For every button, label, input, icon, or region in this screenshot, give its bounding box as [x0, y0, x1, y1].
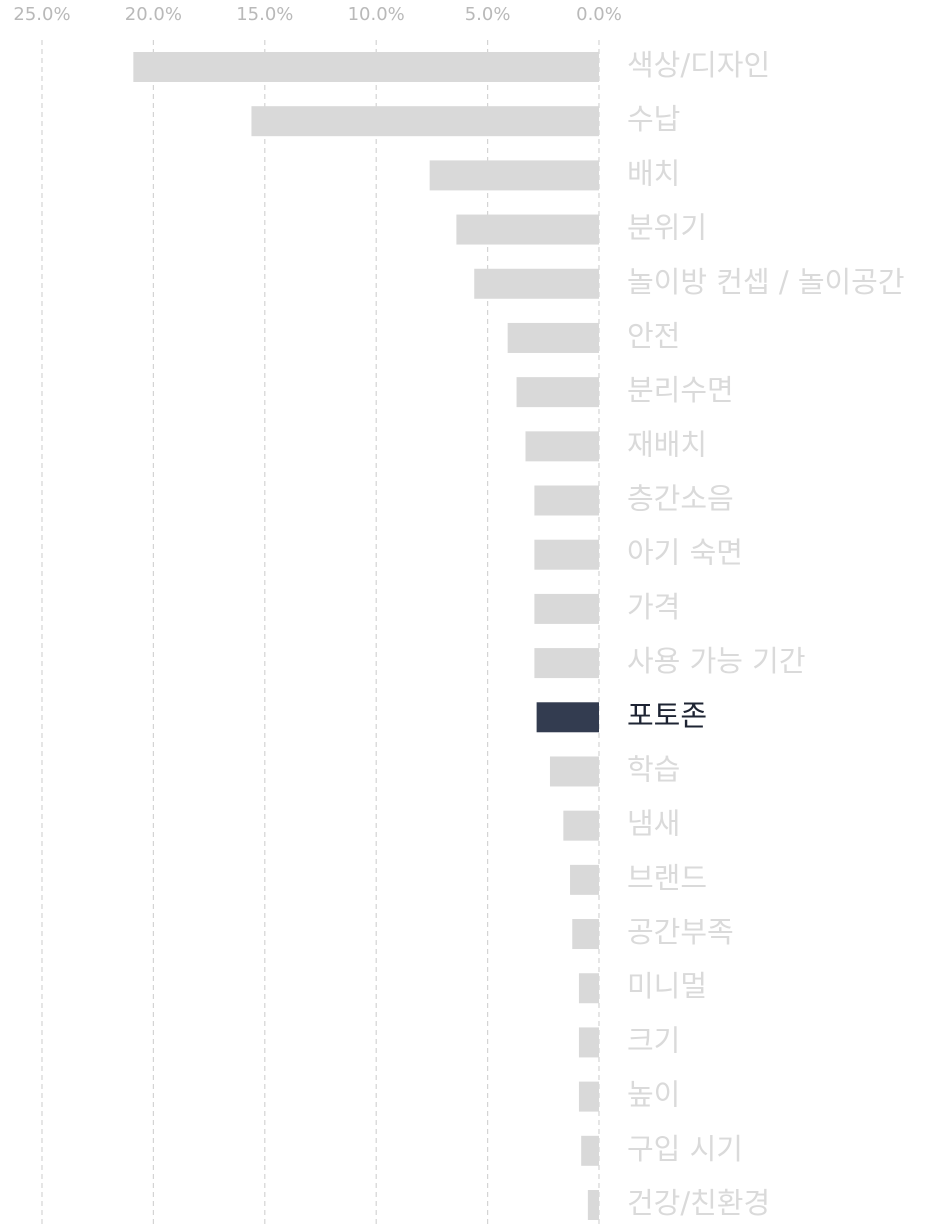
bar: [563, 810, 599, 841]
category-label: 공간부족: [627, 915, 734, 949]
category-label: 가격: [627, 590, 680, 624]
x-tick-label: 10.0%: [348, 4, 405, 25]
bar: [251, 106, 599, 137]
category-label: 브랜드: [627, 861, 707, 895]
bar: [570, 864, 599, 895]
category-label: 배치: [627, 156, 680, 190]
bar: [534, 539, 599, 570]
category-label: 구입 시기: [627, 1132, 743, 1166]
category-label: 사용 가능 기간: [627, 644, 806, 678]
bar: [534, 648, 599, 679]
x-tick-label: 20.0%: [125, 4, 182, 25]
bar: [578, 1027, 599, 1058]
bar: [572, 919, 599, 950]
category-label: 아기 숙면: [627, 536, 743, 570]
category-label: 재배치: [627, 427, 707, 461]
category-label: 분리수면: [627, 373, 734, 407]
bar: [456, 214, 599, 245]
category-label: 학습: [627, 752, 680, 786]
bar: [534, 593, 599, 624]
bar: [534, 485, 599, 516]
category-label: 안전: [627, 319, 680, 353]
bar: [578, 1081, 599, 1112]
bar: [133, 52, 599, 82]
category-label: 수납: [627, 102, 680, 136]
bar: [549, 756, 599, 787]
category-label: 분위기: [627, 211, 707, 245]
x-tick-label: 5.0%: [465, 4, 511, 25]
bar: [536, 702, 599, 733]
bar: [578, 973, 599, 1004]
bar: [507, 322, 599, 353]
category-label: 포토존: [627, 698, 707, 732]
bar: [581, 1135, 599, 1166]
bar: [474, 268, 599, 299]
bar: [525, 431, 599, 462]
category-label: 놀이방 컨셉 / 놀이공간: [627, 265, 905, 299]
x-tick-label: 0.0%: [576, 4, 622, 25]
bar: [429, 160, 599, 191]
category-label: 층간소음: [627, 482, 734, 516]
x-tick-label: 25.0%: [13, 4, 70, 25]
category-label: 건강/친환경: [627, 1186, 770, 1220]
category-label: 높이: [627, 1078, 680, 1112]
x-tick-label: 15.0%: [236, 4, 293, 25]
bar: [587, 1189, 599, 1220]
category-label: 냄새: [627, 807, 680, 841]
category-label: 미니멀: [627, 969, 707, 1003]
bar: [516, 377, 599, 408]
category-label: 색상/디자인: [627, 48, 770, 82]
category-label: 크기: [627, 1023, 680, 1057]
